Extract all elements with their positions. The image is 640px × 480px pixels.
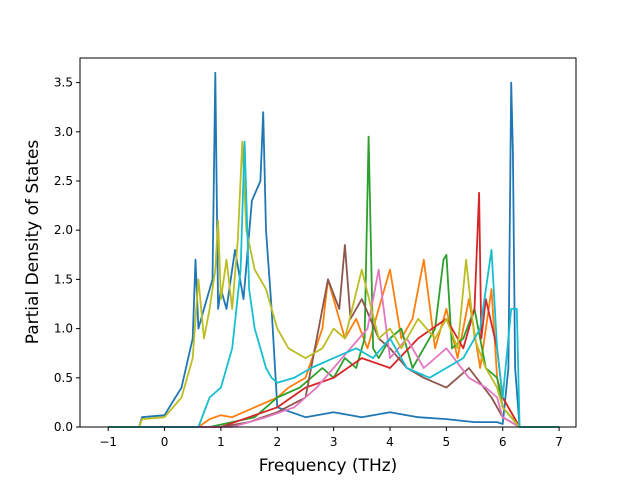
y-axis-title: Partial Density of States [23,140,43,345]
pdos-series-line [108,268,560,428]
tick-layer: −1 0 1 2 3 4 5 6 7 0.0 0.5 1.0 1.5 2.0 2.5 3.0 3.5 [54,76,563,449]
pdos-series-line [108,71,560,428]
x-tick-label: 0 [161,435,169,449]
x-tick-label: 6 [499,435,507,449]
x-axis-title: Frequency (THz) [259,456,398,476]
pdos-series-line [108,140,560,428]
series-layer [108,71,560,428]
y-tick-label: 1.0 [54,322,73,336]
y-tick-label: 0.0 [54,420,73,434]
y-tick-label: 2.0 [54,223,73,237]
y-tick-label: 0.5 [54,371,73,385]
x-tick-label: 5 [443,435,451,449]
x-tick-label: 3 [330,435,338,449]
y-tick-label: 2.5 [54,174,73,188]
pdos-series-line [108,258,560,428]
pdos-series-line [108,140,560,428]
x-tick-label: 1 [217,435,225,449]
plot-frame [79,57,577,428]
x-tick-label: 7 [555,435,563,449]
x-tick-label: −1 [99,435,117,449]
y-tick-label: 3.5 [54,76,73,90]
y-tick-label: 3.0 [54,125,73,139]
y-tick-label: 1.5 [54,272,73,286]
x-tick-label: 2 [273,435,281,449]
x-tick-label: 4 [386,435,394,449]
